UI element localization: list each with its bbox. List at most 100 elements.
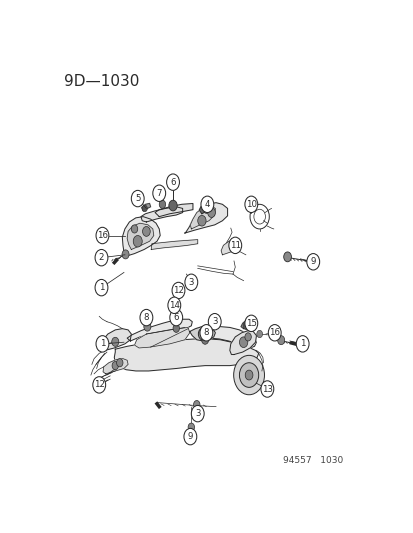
Circle shape bbox=[142, 205, 147, 212]
Text: 94557   1030: 94557 1030 bbox=[282, 456, 342, 465]
Circle shape bbox=[193, 400, 199, 409]
Circle shape bbox=[244, 315, 257, 332]
Text: 8: 8 bbox=[203, 328, 209, 337]
Circle shape bbox=[122, 250, 129, 259]
Circle shape bbox=[207, 207, 215, 217]
Circle shape bbox=[244, 196, 257, 213]
Circle shape bbox=[242, 322, 248, 329]
Text: 10: 10 bbox=[245, 200, 256, 209]
Text: 9: 9 bbox=[310, 257, 315, 266]
Text: 12: 12 bbox=[173, 286, 183, 295]
Circle shape bbox=[166, 174, 179, 190]
Polygon shape bbox=[151, 240, 197, 249]
Polygon shape bbox=[185, 203, 227, 233]
Text: 1: 1 bbox=[98, 283, 104, 292]
Circle shape bbox=[197, 215, 206, 226]
Text: 11: 11 bbox=[229, 241, 240, 250]
Circle shape bbox=[131, 190, 144, 207]
Text: 4: 4 bbox=[204, 200, 210, 209]
Circle shape bbox=[168, 297, 180, 313]
Text: 12: 12 bbox=[93, 381, 104, 390]
Circle shape bbox=[198, 328, 207, 340]
Circle shape bbox=[169, 200, 177, 211]
Circle shape bbox=[206, 327, 212, 335]
Text: 16: 16 bbox=[268, 328, 280, 337]
Circle shape bbox=[208, 313, 221, 330]
Polygon shape bbox=[195, 327, 256, 348]
Text: 16: 16 bbox=[97, 231, 108, 240]
Circle shape bbox=[239, 363, 258, 387]
Circle shape bbox=[159, 200, 165, 208]
Text: 9: 9 bbox=[187, 432, 192, 441]
Circle shape bbox=[185, 274, 197, 290]
Circle shape bbox=[96, 227, 109, 244]
Polygon shape bbox=[221, 240, 238, 255]
Polygon shape bbox=[127, 223, 153, 249]
Circle shape bbox=[183, 429, 196, 445]
Circle shape bbox=[93, 377, 105, 393]
Circle shape bbox=[277, 336, 284, 345]
Polygon shape bbox=[127, 319, 192, 341]
Text: 8: 8 bbox=[143, 313, 149, 322]
Circle shape bbox=[142, 227, 150, 236]
Circle shape bbox=[228, 237, 241, 254]
Text: 7: 7 bbox=[156, 189, 161, 198]
Polygon shape bbox=[199, 206, 206, 214]
Text: 15: 15 bbox=[245, 319, 256, 328]
Circle shape bbox=[143, 322, 150, 331]
Circle shape bbox=[268, 325, 280, 341]
Text: 5: 5 bbox=[135, 194, 140, 203]
Text: 3: 3 bbox=[188, 278, 194, 287]
Text: 1: 1 bbox=[299, 340, 305, 349]
Circle shape bbox=[152, 185, 165, 201]
Polygon shape bbox=[240, 320, 249, 329]
Polygon shape bbox=[114, 339, 258, 371]
Circle shape bbox=[200, 331, 205, 337]
Circle shape bbox=[283, 252, 291, 262]
Circle shape bbox=[239, 337, 247, 348]
Circle shape bbox=[188, 423, 194, 431]
Polygon shape bbox=[190, 206, 215, 229]
Circle shape bbox=[95, 279, 108, 296]
Circle shape bbox=[233, 356, 264, 395]
Text: 1: 1 bbox=[100, 340, 105, 349]
Circle shape bbox=[244, 370, 252, 380]
Circle shape bbox=[131, 225, 138, 233]
Polygon shape bbox=[229, 330, 256, 354]
Text: 14: 14 bbox=[169, 301, 179, 310]
Polygon shape bbox=[103, 359, 128, 374]
Text: 3: 3 bbox=[195, 409, 200, 418]
Circle shape bbox=[140, 309, 152, 326]
Polygon shape bbox=[140, 207, 182, 222]
Circle shape bbox=[296, 336, 309, 352]
Text: 13: 13 bbox=[261, 384, 272, 393]
Circle shape bbox=[260, 381, 273, 397]
Text: 9D—1030: 9D—1030 bbox=[64, 74, 139, 89]
Polygon shape bbox=[155, 204, 192, 216]
Circle shape bbox=[112, 337, 119, 346]
Circle shape bbox=[306, 254, 319, 270]
Circle shape bbox=[256, 330, 262, 338]
Circle shape bbox=[191, 406, 204, 422]
Circle shape bbox=[203, 206, 209, 213]
Circle shape bbox=[199, 325, 212, 341]
Text: 6: 6 bbox=[173, 313, 178, 322]
Polygon shape bbox=[134, 327, 189, 348]
Circle shape bbox=[112, 361, 118, 370]
Polygon shape bbox=[189, 327, 215, 341]
Text: 2: 2 bbox=[98, 253, 104, 262]
Circle shape bbox=[96, 336, 109, 352]
Polygon shape bbox=[141, 204, 150, 211]
Circle shape bbox=[201, 335, 208, 344]
Text: 3: 3 bbox=[211, 317, 217, 326]
Circle shape bbox=[133, 236, 142, 247]
Circle shape bbox=[169, 309, 182, 326]
Polygon shape bbox=[102, 329, 131, 350]
Text: 6: 6 bbox=[170, 177, 176, 187]
Polygon shape bbox=[122, 216, 160, 257]
Circle shape bbox=[173, 324, 179, 333]
Circle shape bbox=[95, 249, 108, 266]
Circle shape bbox=[172, 282, 185, 298]
Circle shape bbox=[200, 196, 213, 213]
Circle shape bbox=[116, 359, 123, 367]
